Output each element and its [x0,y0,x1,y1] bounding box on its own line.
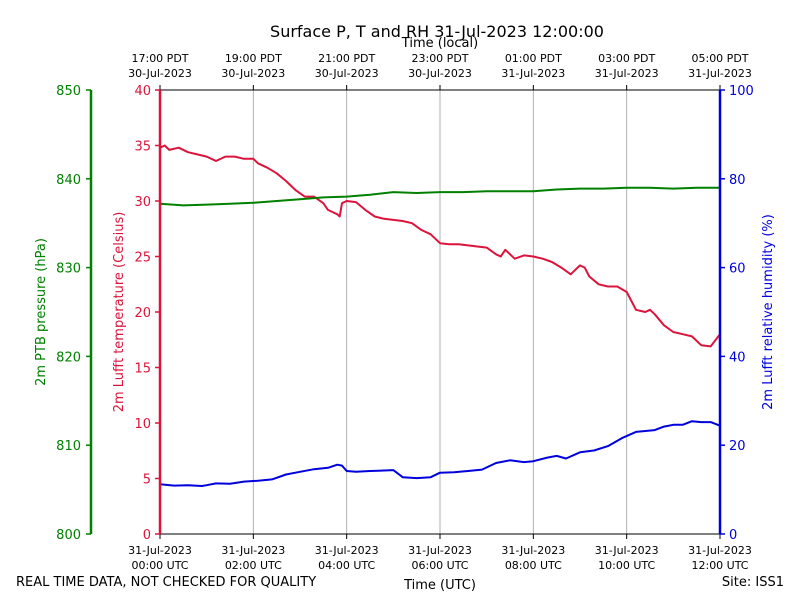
bottom-tick-date: 31-Jul-2023 [221,544,285,557]
temperature-tick-label: 15 [134,362,151,377]
top-tick-time: 17:00 PDT [131,52,188,65]
bottom-tick-date: 31-Jul-2023 [501,544,565,557]
bottom-tick-time: 10:00 UTC [598,559,655,572]
bottom-tick-time: 08:00 UTC [505,559,562,572]
top-tick-date: 30-Jul-2023 [408,67,472,80]
pressure-axis-label: 2m PTB pressure (hPa) [34,238,49,386]
humidity-tick-label: 0 [729,528,737,543]
humidity-tick-label: 80 [729,173,746,188]
temperature-tick-label: 0 [143,528,151,543]
humidity-tick-label: 20 [729,439,746,454]
pressure-series-line [159,186,720,207]
top-tick-date: 30-Jul-2023 [128,67,192,80]
site-label: Site: ISS1 [721,575,784,590]
plot-frame [89,89,722,535]
series-layer [159,144,721,487]
top-tick-time: 19:00 PDT [225,52,282,65]
pressure-tick-label: 830 [56,262,81,277]
humidity-series-line [159,420,721,487]
pressure-tick-label: 820 [56,350,81,365]
top-tick-date: 31-Jul-2023 [501,67,565,80]
top-tick-time: 05:00 PDT [691,52,748,65]
bottom-tick-date: 31-Jul-2023 [688,544,752,557]
top-tick-date: 30-Jul-2023 [221,67,285,80]
temperature-tick-label: 20 [134,306,151,321]
humidity-tick-label: 40 [729,350,746,365]
bottom-tick-time: 04:00 UTC [318,559,375,572]
chart-title: Surface P, T and RH 31-Jul-2023 12:00:00 [270,22,604,41]
bottom-tick-date: 31-Jul-2023 [408,544,472,557]
temperature-tick-label: 40 [134,84,151,99]
top-tick-time: 23:00 PDT [411,52,468,65]
humidity-tick-label: 100 [729,84,754,99]
pressure-tick-label: 800 [56,528,81,543]
top-tick-time: 03:00 PDT [598,52,655,65]
top-tick-time: 01:00 PDT [505,52,562,65]
temperature-tick-label: 5 [143,473,151,488]
top-tick-time: 21:00 PDT [318,52,375,65]
bottom-tick-time: 02:00 UTC [225,559,282,572]
temperature-series-line [159,144,721,348]
bottom-tick-date: 31-Jul-2023 [128,544,192,557]
temperature-tick-label: 25 [134,251,151,266]
bottom-tick-time: 12:00 UTC [691,559,748,572]
temperature-tick-label: 30 [134,195,151,210]
temperature-tick-label: 35 [134,140,151,155]
pressure-tick-label: 850 [56,84,81,99]
top-tick-date: 31-Jul-2023 [595,67,659,80]
pressure-tick-label: 840 [56,173,81,188]
humidity-axis-label: 2m Lufft relative humidity (%) [761,214,776,410]
bottom-tick-date: 31-Jul-2023 [315,544,379,557]
vertical-gridlines [252,90,628,534]
bottom-tick-time: 06:00 UTC [411,559,468,572]
top-tick-date: 30-Jul-2023 [315,67,379,80]
pressure-tick-label: 810 [56,439,81,454]
top-tick-date: 31-Jul-2023 [688,67,752,80]
tick-layer: 31-Jul-2023 00:00 UTC 31-Jul-2023 02:00 UTC… [56,52,754,572]
bottom-tick-time: 00:00 UTC [131,559,188,572]
bottom-tick-date: 31-Jul-2023 [595,544,659,557]
humidity-tick-label: 60 [729,262,746,277]
temperature-axis-label: 2m Lufft temperature (Celsius) [112,212,127,413]
bottom-axis-label: Time (UTC) [403,578,476,593]
quality-note: REAL TIME DATA, NOT CHECKED FOR QUALITY [16,575,317,590]
temperature-tick-label: 10 [134,417,151,432]
top-axis-label: Time (local) [401,36,478,51]
